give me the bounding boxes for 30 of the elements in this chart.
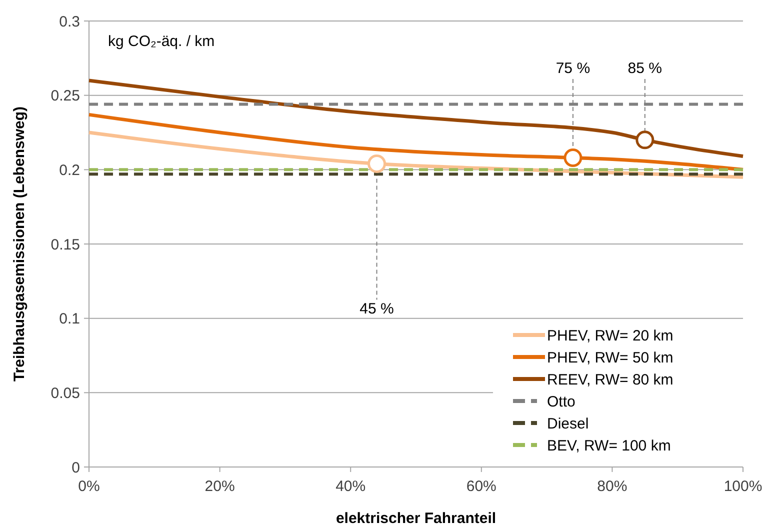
legend-label: PHEV, RW= 20 km: [547, 327, 674, 344]
line-series: [87, 112, 745, 172]
legend-label: Otto: [547, 393, 576, 410]
line-series: [87, 78, 745, 158]
annotation: kg CO₂-äq. / km: [108, 33, 215, 50]
y-tick-label: 0.15: [50, 236, 80, 254]
y-axis-title: Treibhausgasemissionen (Lebensweg): [11, 106, 28, 382]
legend-label: Diesel: [547, 415, 589, 432]
y-tick-label: 0.3: [59, 13, 80, 30]
y-tick-label: 0: [72, 459, 80, 476]
point: [368, 154, 386, 173]
y-tick-label: 0.2: [59, 162, 80, 179]
legend-label: BEV, RW= 100 km: [547, 437, 671, 454]
x-tick-label: 40%: [336, 478, 366, 495]
y-tick-label: 0.05: [50, 384, 80, 402]
legend-label: PHEV, RW= 50 km: [547, 349, 674, 366]
legend-label: REEV, RW= 80 km: [547, 371, 674, 388]
annotation: 45 %: [360, 300, 394, 318]
x-tick-label: 20%: [204, 478, 235, 495]
y-tick-label: 0.25: [50, 88, 80, 105]
point: [636, 130, 654, 150]
x-tick-label: 80%: [597, 478, 628, 495]
x-tick-label: 0%: [78, 478, 100, 495]
y-tick-label: 0.1: [59, 310, 80, 328]
x-tick-label: 60%: [466, 478, 496, 495]
x-tick-label: 100%: [724, 478, 762, 495]
annotation: 85 %: [628, 60, 662, 77]
point: [564, 148, 582, 168]
annotation: 75 %: [556, 60, 590, 77]
x-axis-title: elektrischer Fahranteil: [336, 510, 496, 527]
